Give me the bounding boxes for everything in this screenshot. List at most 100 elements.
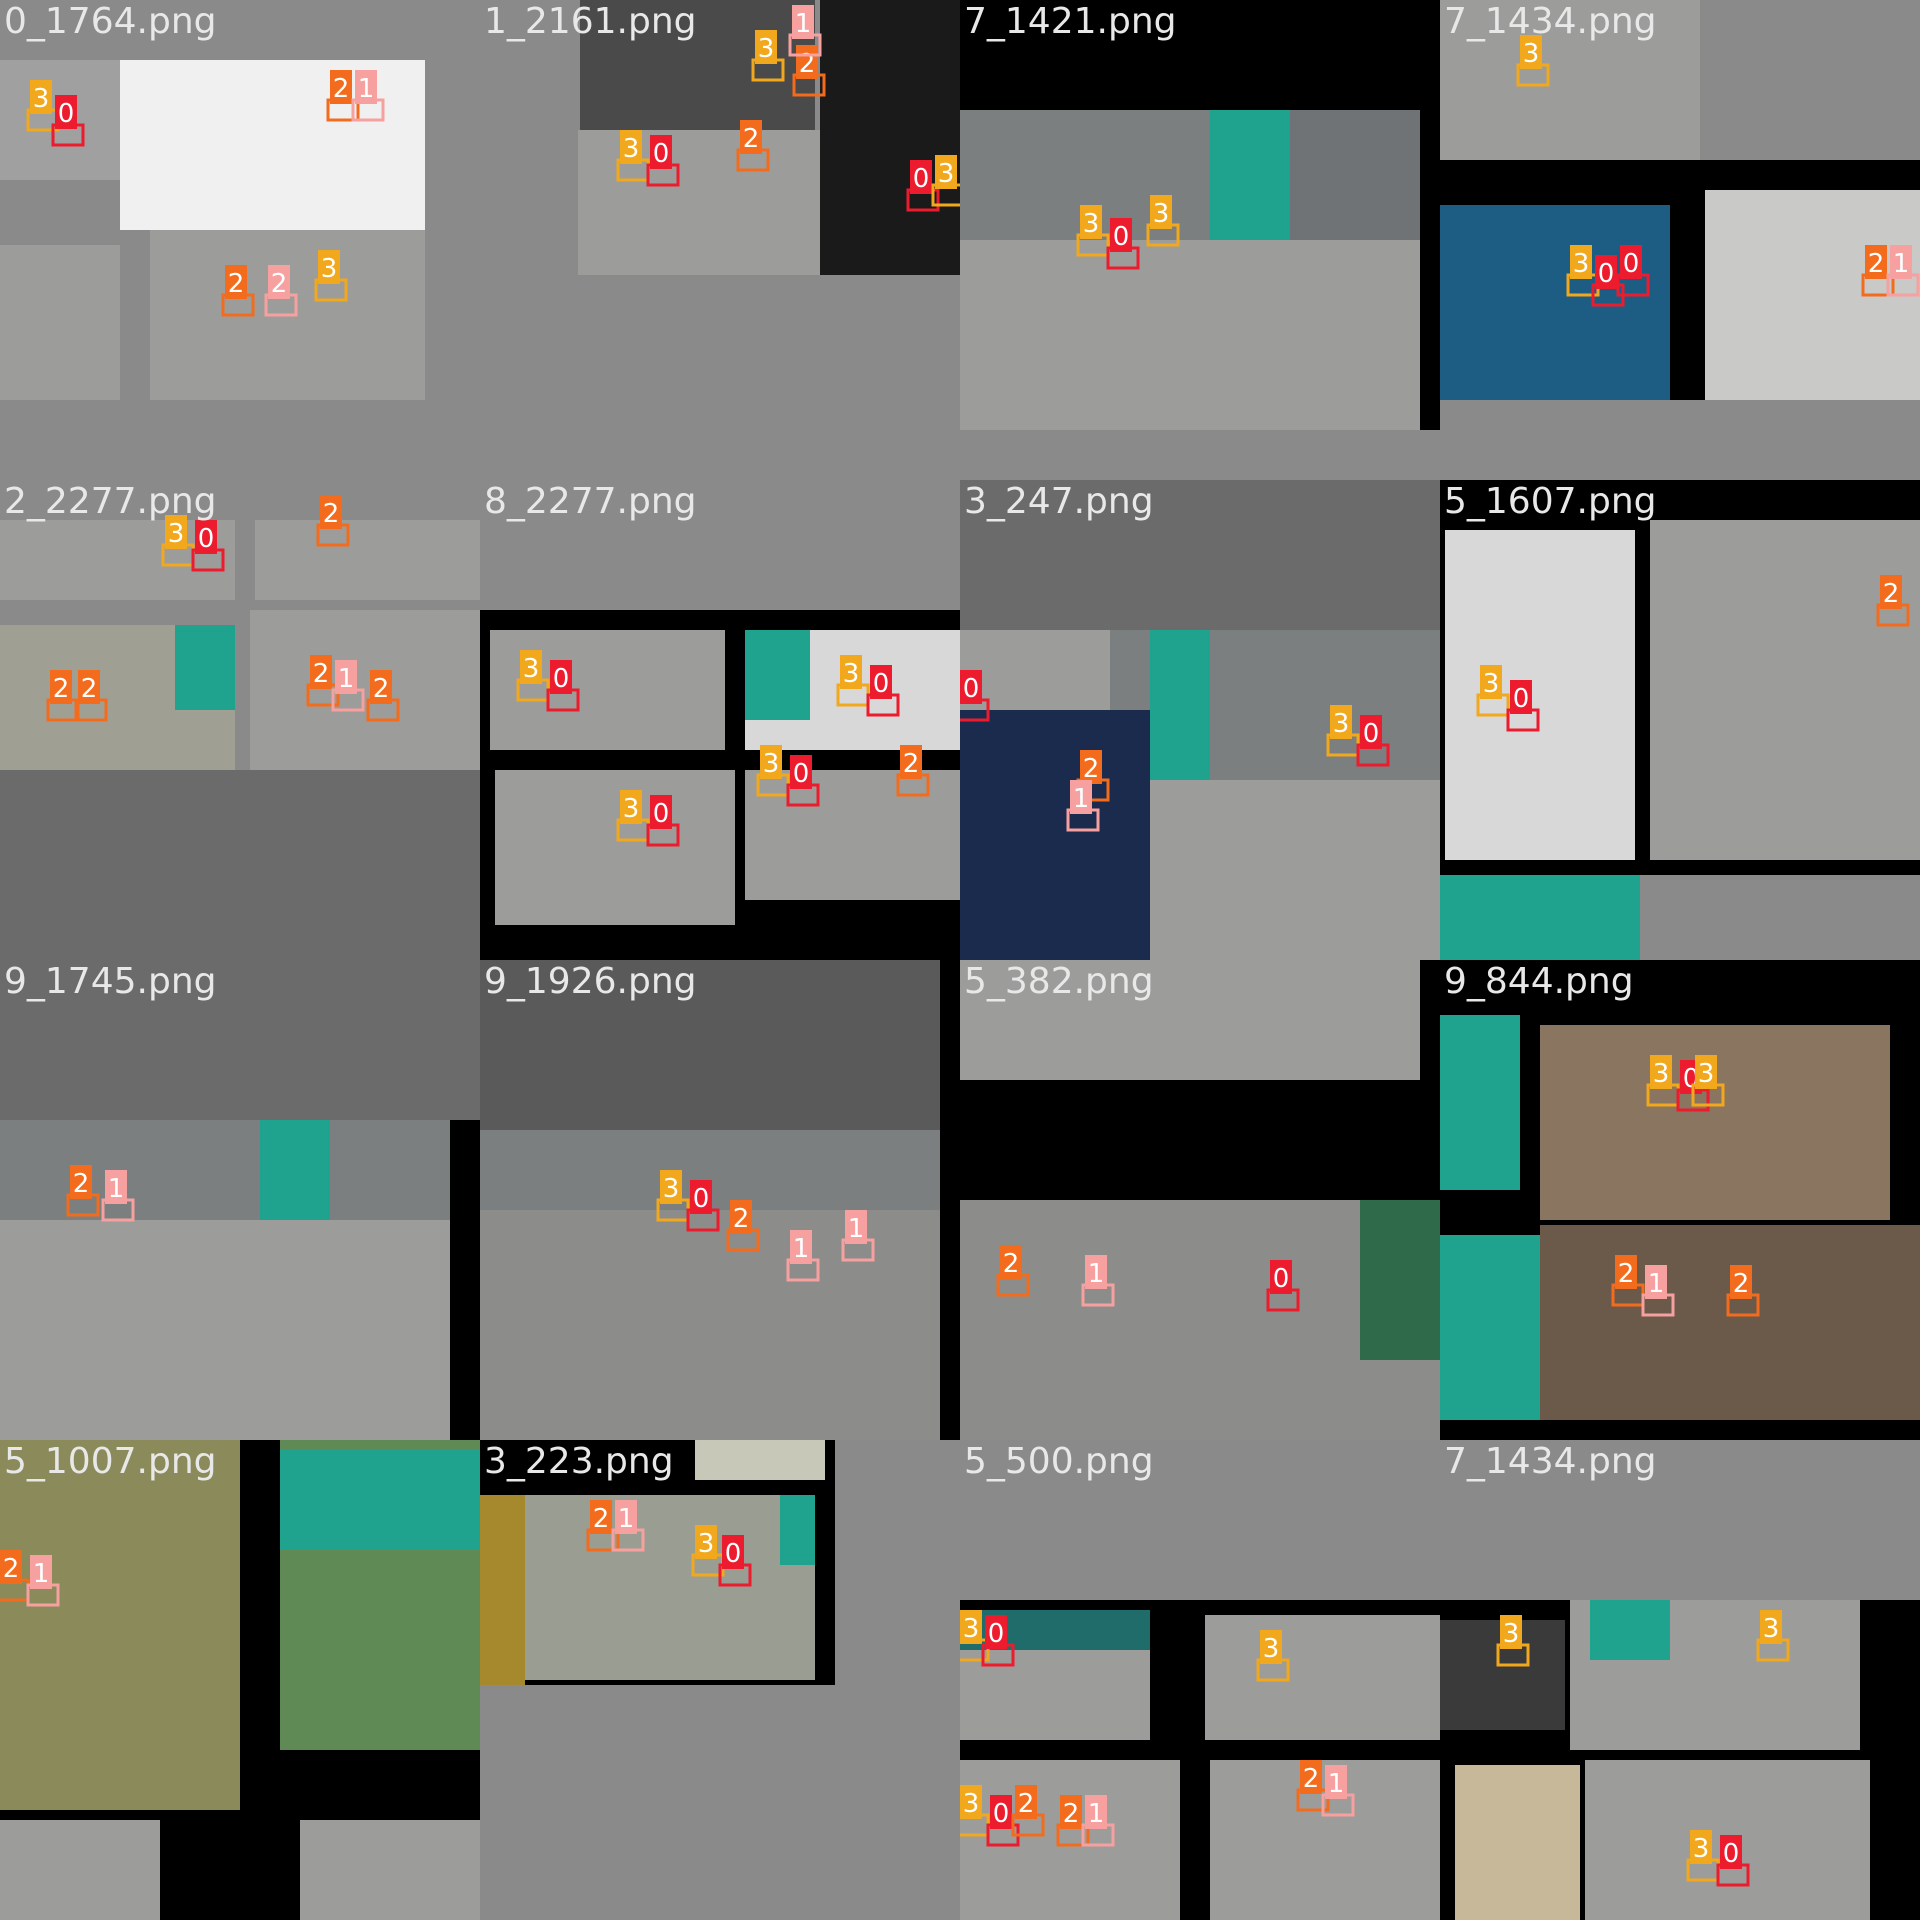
class-id-text: 2 xyxy=(903,749,920,779)
scene-region xyxy=(0,245,120,400)
class-id-text: 3 xyxy=(663,1174,680,1204)
detection-label: 2 xyxy=(736,120,770,172)
detection-label: 1 xyxy=(611,1500,645,1552)
detection-tag xyxy=(1270,1260,1292,1294)
detection-tag xyxy=(1730,1265,1752,1299)
tile-image: 3 032 1 2 xyxy=(1440,960,1920,1440)
tile-image: 3 02 1 1 xyxy=(480,960,960,1440)
bounding-box xyxy=(1296,1788,1330,1812)
detection-label: 0 xyxy=(1506,680,1540,732)
bounding-box xyxy=(931,183,960,207)
class-id-text: 3 xyxy=(963,1789,980,1819)
detection-tag xyxy=(590,1500,612,1534)
detection-tag xyxy=(1500,1615,1522,1649)
bounding-box xyxy=(1516,63,1550,87)
scene-region xyxy=(695,1440,825,1480)
scene-region xyxy=(120,400,425,480)
detection-tag xyxy=(520,650,542,684)
detection-label: 3 xyxy=(751,30,785,82)
scene-region xyxy=(1640,875,1920,960)
scene-region xyxy=(1445,530,1635,860)
detection-label: 1 xyxy=(786,1230,820,1282)
detection-label: 0 xyxy=(786,755,820,807)
detection-tag xyxy=(335,660,357,694)
detection-tag xyxy=(1080,750,1102,784)
detection-label: 3 xyxy=(756,745,790,797)
detection-tag xyxy=(268,265,290,299)
detection-tag xyxy=(370,670,392,704)
scene-region xyxy=(578,130,820,275)
detection-tag xyxy=(1595,255,1617,289)
bounding-box xyxy=(1726,1293,1760,1317)
detection-label: 0 xyxy=(1266,1260,1300,1312)
scene-region xyxy=(960,430,1440,480)
detection-label: 2 xyxy=(306,655,340,707)
bounding-box xyxy=(46,698,80,722)
class-id-text: 2 xyxy=(1303,1764,1320,1794)
detection-label: 2 xyxy=(316,495,350,547)
detection-tag xyxy=(1570,245,1592,279)
detection-tag xyxy=(1085,1795,1107,1829)
bounding-box xyxy=(1076,233,1110,257)
mosaic-tile: 3 0 2 1 1 9_1926.png xyxy=(480,960,960,1440)
class-id-text: 2 xyxy=(73,1169,90,1199)
detection-label: 0 xyxy=(1616,245,1650,297)
bounding-box xyxy=(26,1583,60,1607)
detection-label: 3 xyxy=(691,1525,725,1577)
class-id-text: 2 xyxy=(1883,579,1900,609)
bounding-box xyxy=(1066,808,1100,832)
detection-tag xyxy=(910,160,932,194)
detection-tag xyxy=(1300,1760,1322,1794)
bounding-box xyxy=(1496,1643,1530,1667)
scene-region xyxy=(300,1820,480,1920)
detection-label: 3 xyxy=(616,790,650,842)
bounding-box xyxy=(786,1258,820,1282)
detection-tag xyxy=(1325,1765,1347,1799)
scene-region xyxy=(580,0,815,130)
detection-tag xyxy=(30,1555,52,1589)
detection-label: 3 xyxy=(960,1610,990,1662)
class-id-text: 3 xyxy=(1573,249,1590,279)
tile-image: 2 1 0 xyxy=(960,960,1440,1440)
detection-tag xyxy=(1085,1255,1107,1289)
scene-region xyxy=(940,960,960,1440)
scene-region xyxy=(780,1495,815,1565)
detection-label: 2 xyxy=(1861,245,1895,297)
bounding-box xyxy=(646,823,680,847)
tile-filename: 9_1745.png xyxy=(4,961,217,1002)
detection-tag xyxy=(1615,1255,1637,1289)
scene-region xyxy=(1650,520,1920,860)
scene-region xyxy=(260,1120,330,1220)
mosaic-tile: 3 0 3 7_1421.png xyxy=(960,0,1440,480)
detection-tag xyxy=(330,70,352,104)
detection-tag xyxy=(320,495,342,529)
detection-label: 1 xyxy=(331,660,365,712)
mosaic-tile: 3 3 3 0 7_1434.png xyxy=(1440,1440,1920,1920)
tile-filename: 0_1764.png xyxy=(4,1,217,42)
detection-tag xyxy=(1880,575,1902,609)
scene-region xyxy=(1590,1600,1670,1660)
bounding-box xyxy=(1321,1793,1355,1817)
class-id-text: 3 xyxy=(1763,1614,1780,1644)
detection-tag xyxy=(310,655,332,689)
class-id-text: 0 xyxy=(988,1619,1005,1649)
detection-tag xyxy=(1015,1785,1037,1819)
detection-label: 0 xyxy=(546,660,580,712)
detection-label: 2 xyxy=(366,670,400,722)
class-id-text: 2 xyxy=(1063,1799,1080,1829)
class-id-text: 0 xyxy=(993,1799,1010,1829)
detection-label: 2 xyxy=(1726,1265,1760,1317)
detection-label: 0 xyxy=(1716,1835,1750,1887)
tile-filename: 5_382.png xyxy=(964,961,1154,1002)
detection-label: 3 xyxy=(656,1170,690,1222)
scene-region xyxy=(960,960,1420,1080)
class-id-text: 0 xyxy=(913,164,930,194)
detection-tag xyxy=(78,670,100,704)
bounding-box xyxy=(1106,246,1140,270)
mosaic-tile: 2 1 9_1745.png xyxy=(0,960,480,1440)
class-id-text: 0 xyxy=(793,759,810,789)
detection-tag xyxy=(30,80,52,114)
bounding-box xyxy=(906,188,940,212)
